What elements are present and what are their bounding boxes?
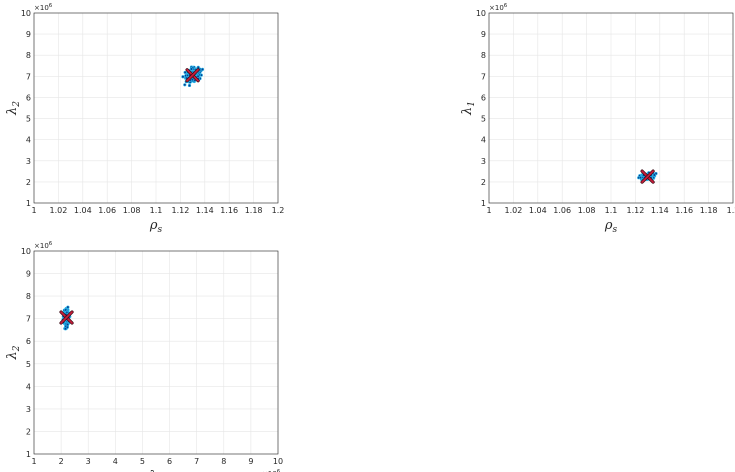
sample-point [652,173,656,177]
x-tick-label: 1.1 [605,206,618,215]
x-tick-label: 1.06 [98,206,116,215]
y-tick-label: 2 [26,427,31,436]
x-tick-label: 1.18 [245,206,263,215]
x-tick-label: 3 [86,457,91,466]
grid [488,12,734,204]
x-tick-label: 4 [113,457,118,466]
sample-point [189,67,194,71]
axes-box [488,12,734,204]
x-tick-label: 1.12 [171,206,189,215]
axes-box [33,250,279,455]
sample-point [65,322,70,327]
x-tick-label: 1.18 [700,206,718,215]
y-tick-label: 9 [26,270,31,279]
y-tick-label: 6 [26,93,31,102]
subplot-1: 1 1.02 1.04 1.06 1.08 1.1 1.12 1.14 1.16 1.18 1.2 1… [5,3,284,235]
y-tick-label: 5 [26,360,31,369]
x-tick-label: 2 [59,457,64,466]
x-tick-label: 9 [248,457,253,466]
y-tick-label: 1 [26,450,31,459]
sample-point [196,74,200,78]
y-tick-label: 3 [26,405,31,414]
x-tick-label: 1.12 [626,206,644,215]
x-tick-label: 1 [31,206,36,215]
y-tick-label: 4 [481,136,486,145]
x-tick-label: 6 [167,457,172,466]
x-tick-label: 1.1 [150,206,163,215]
y-tick-label: 10 [476,9,486,18]
sample-point [183,83,187,87]
x-axis-label: λ1 [148,469,163,472]
estimate-marker [640,169,655,184]
x-tick-label: 1.02 [49,206,67,215]
y-axis-multiplier: ×106 [489,3,508,12]
y-tick-label: 8 [481,51,486,60]
sample-point [190,78,194,82]
x-tick-label: 1.2 [272,206,285,215]
y-tick-label: 3 [26,157,31,166]
y-tick-label: 8 [26,51,31,60]
x-tick-label: 1.04 [529,206,547,215]
estimate-marker [59,310,74,325]
x-tick-label: 1.14 [196,206,214,215]
x-tick-label: 1 [486,206,491,215]
y-tick-label: 6 [481,93,486,102]
sample-point [183,70,187,75]
x-tick-label: 5 [140,457,145,466]
x-axis-multiplier: ×106 [262,469,281,472]
y-tick-label: 2 [26,178,31,187]
grid [33,250,279,455]
sample-point [181,75,185,79]
x-tick-label: 1.08 [578,206,596,215]
y-tick-label: 4 [26,136,31,145]
y-tick-label: 7 [481,72,486,81]
y-tick-label: 7 [26,315,31,324]
x-tick-label: 1.02 [504,206,522,215]
estimate-marker [185,68,200,83]
x-tick-label: 1.08 [123,206,141,215]
x-tick-label: 1.2 [727,206,735,215]
y-tick-label: 5 [481,115,486,124]
sample-point [187,83,192,88]
y-tick-label: 9 [481,30,486,39]
y-tick-label: 8 [26,292,31,301]
grid [33,12,279,204]
y-axis-label: λ1 [460,101,477,116]
y-tick-label: 3 [481,157,486,166]
y-tick-label: 7 [26,72,31,81]
y-tick-label: 9 [26,30,31,39]
x-tick-label: 1.14 [651,206,669,215]
axes-box [33,12,279,204]
y-axis-multiplier: ×106 [34,3,53,12]
y-tick-label: 10 [21,247,31,256]
x-tick-label: 1.16 [675,206,693,215]
y-axis-multiplier: ×106 [34,241,53,250]
y-tick-label: 10 [21,9,31,18]
x-tick-label: 8 [221,457,226,466]
y-tick-label: 2 [481,178,486,187]
sample-point [638,175,643,180]
x-tick-label: 7 [194,457,199,466]
x-axis-label: ρs [604,218,618,235]
sample-point [200,67,205,71]
x-axis-label: ρs [149,218,163,235]
y-axis-label: λ2 [5,345,22,360]
subplot-2: 1 1.02 1.04 1.06 1.08 1.1 1.12 1.14 1.16 1.18 1.2 1… [460,3,735,235]
y-tick-label: 4 [26,382,31,391]
y-tick-label: 5 [26,115,31,124]
x-tick-label: 10 [273,457,283,466]
y-axis-label: λ2 [5,101,22,116]
x-tick-label: 1 [31,457,36,466]
y-tick-label: 6 [26,337,31,346]
y-tick-label: 1 [26,199,31,208]
x-tick-label: 1.06 [553,206,571,215]
sample-point [63,327,68,331]
x-tick-label: 1.16 [220,206,238,215]
x-tick-label: 1.04 [74,206,92,215]
y-tick-label: 1 [481,199,486,208]
